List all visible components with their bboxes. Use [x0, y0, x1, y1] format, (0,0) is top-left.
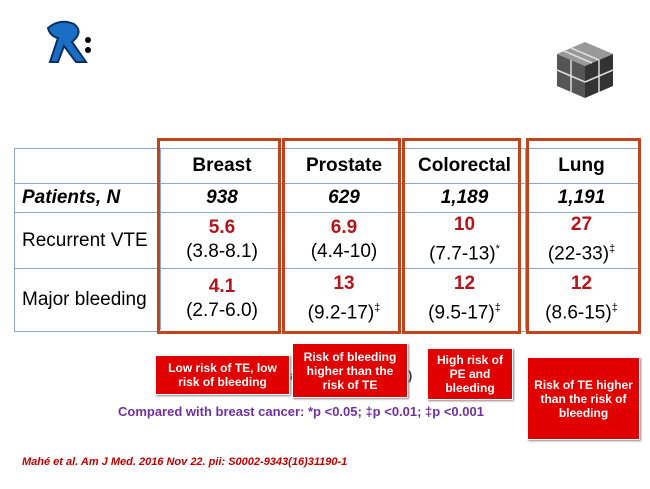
- significance-mark: ‡: [611, 302, 618, 315]
- cell-value: 629: [328, 186, 360, 208]
- cell: 938: [160, 183, 284, 212]
- ci-text: (4.4-10): [310, 241, 378, 262]
- ci-text: (7.7-13): [429, 243, 496, 265]
- cell: 27 (22-33)‡: [525, 212, 638, 268]
- cell: 12 (9.5-17)‡: [404, 268, 525, 330]
- column-header: Breast: [192, 154, 252, 176]
- cell-value: 1,189: [440, 186, 489, 208]
- cell: 1,189: [404, 183, 525, 212]
- significance-mark: ‡: [609, 243, 616, 256]
- column-highlight: [157, 138, 281, 334]
- cell: 10 (7.7-13)*: [404, 212, 525, 268]
- callout: High risk of PE and bleeding: [427, 348, 513, 400]
- ci-text: (22-33): [547, 243, 610, 265]
- cell-ci: (2.7-6.0): [186, 299, 258, 323]
- ci-text: (3.8-8.1): [186, 241, 258, 262]
- row-line: [14, 183, 638, 184]
- cell: 5.6 (3.8-8.1): [160, 212, 284, 268]
- ci-text: (2.7-6.0): [186, 300, 258, 321]
- cube-icon: [556, 42, 614, 98]
- column-highlight: [282, 138, 401, 334]
- cell: 6.9 (4.4-10): [284, 212, 404, 268]
- col-line: [525, 148, 526, 330]
- cell-value: 4.1: [208, 276, 236, 297]
- cell-ci: (9.2-17)‡: [308, 296, 381, 325]
- footnote: Compared with breast cancer: *p <0.05; ‡…: [118, 404, 484, 419]
- citation: Mahé et al. Am J Med. 2016 Nov 22. pii: …: [22, 456, 348, 468]
- ci-text: (9.5-17): [428, 302, 495, 324]
- col-line: [160, 148, 161, 330]
- cell: 12 (8.6-15)‡: [525, 268, 638, 330]
- cell: 1,191: [525, 183, 638, 212]
- cell-value: 13: [333, 273, 355, 295]
- column-header: Prostate: [305, 154, 383, 176]
- cell-ci: (8.6-15)‡: [545, 296, 618, 325]
- row-label: Major bleeding: [22, 288, 147, 310]
- column-highlight: [526, 138, 641, 334]
- row-line: [14, 268, 638, 269]
- cell-value: 12: [453, 273, 476, 295]
- cell: 4.1 (2.7-6.0): [160, 268, 284, 330]
- logo: [46, 20, 91, 63]
- cell-value: 10: [453, 214, 476, 236]
- significance-mark: ‡: [494, 302, 501, 315]
- callout: Low risk of TE, low risk of bleeding: [155, 355, 290, 395]
- significance-mark: *: [495, 243, 500, 256]
- cell-ci: (3.8-8.1): [186, 240, 258, 264]
- significance-mark: ‡: [374, 302, 381, 315]
- cell-value: 6.9: [330, 217, 358, 238]
- row-line: [14, 212, 638, 213]
- column-highlight: [402, 138, 521, 334]
- ci-text: (9.2-17): [307, 302, 375, 324]
- cell-ci: (9.5-17)‡: [428, 296, 501, 325]
- column-header: Lung: [558, 154, 605, 176]
- cell: 629: [284, 183, 404, 212]
- callout: Risk of TE higher than the risk of bleed…: [527, 357, 640, 440]
- cell-value: 5.6: [208, 217, 236, 238]
- column-header: Colorectal: [418, 154, 511, 176]
- cell-value: 1,191: [557, 186, 606, 208]
- cell-value: 938: [206, 186, 238, 208]
- row-label: Patients, N: [22, 187, 121, 208]
- cell-value: 27: [570, 214, 593, 236]
- cell-ci: (22-33)‡: [548, 237, 615, 266]
- cell-value: 12: [570, 273, 593, 295]
- cell: 13 (9.2-17)‡: [284, 268, 404, 330]
- cell-ci: (7.7-13)*: [429, 237, 500, 266]
- cell-ci: (4.4-10): [311, 240, 378, 264]
- row-label: Recurrent VTE: [22, 229, 148, 251]
- callout: Risk of bleeding higher than the risk of…: [292, 343, 408, 398]
- ci-text: (8.6-15): [545, 302, 612, 324]
